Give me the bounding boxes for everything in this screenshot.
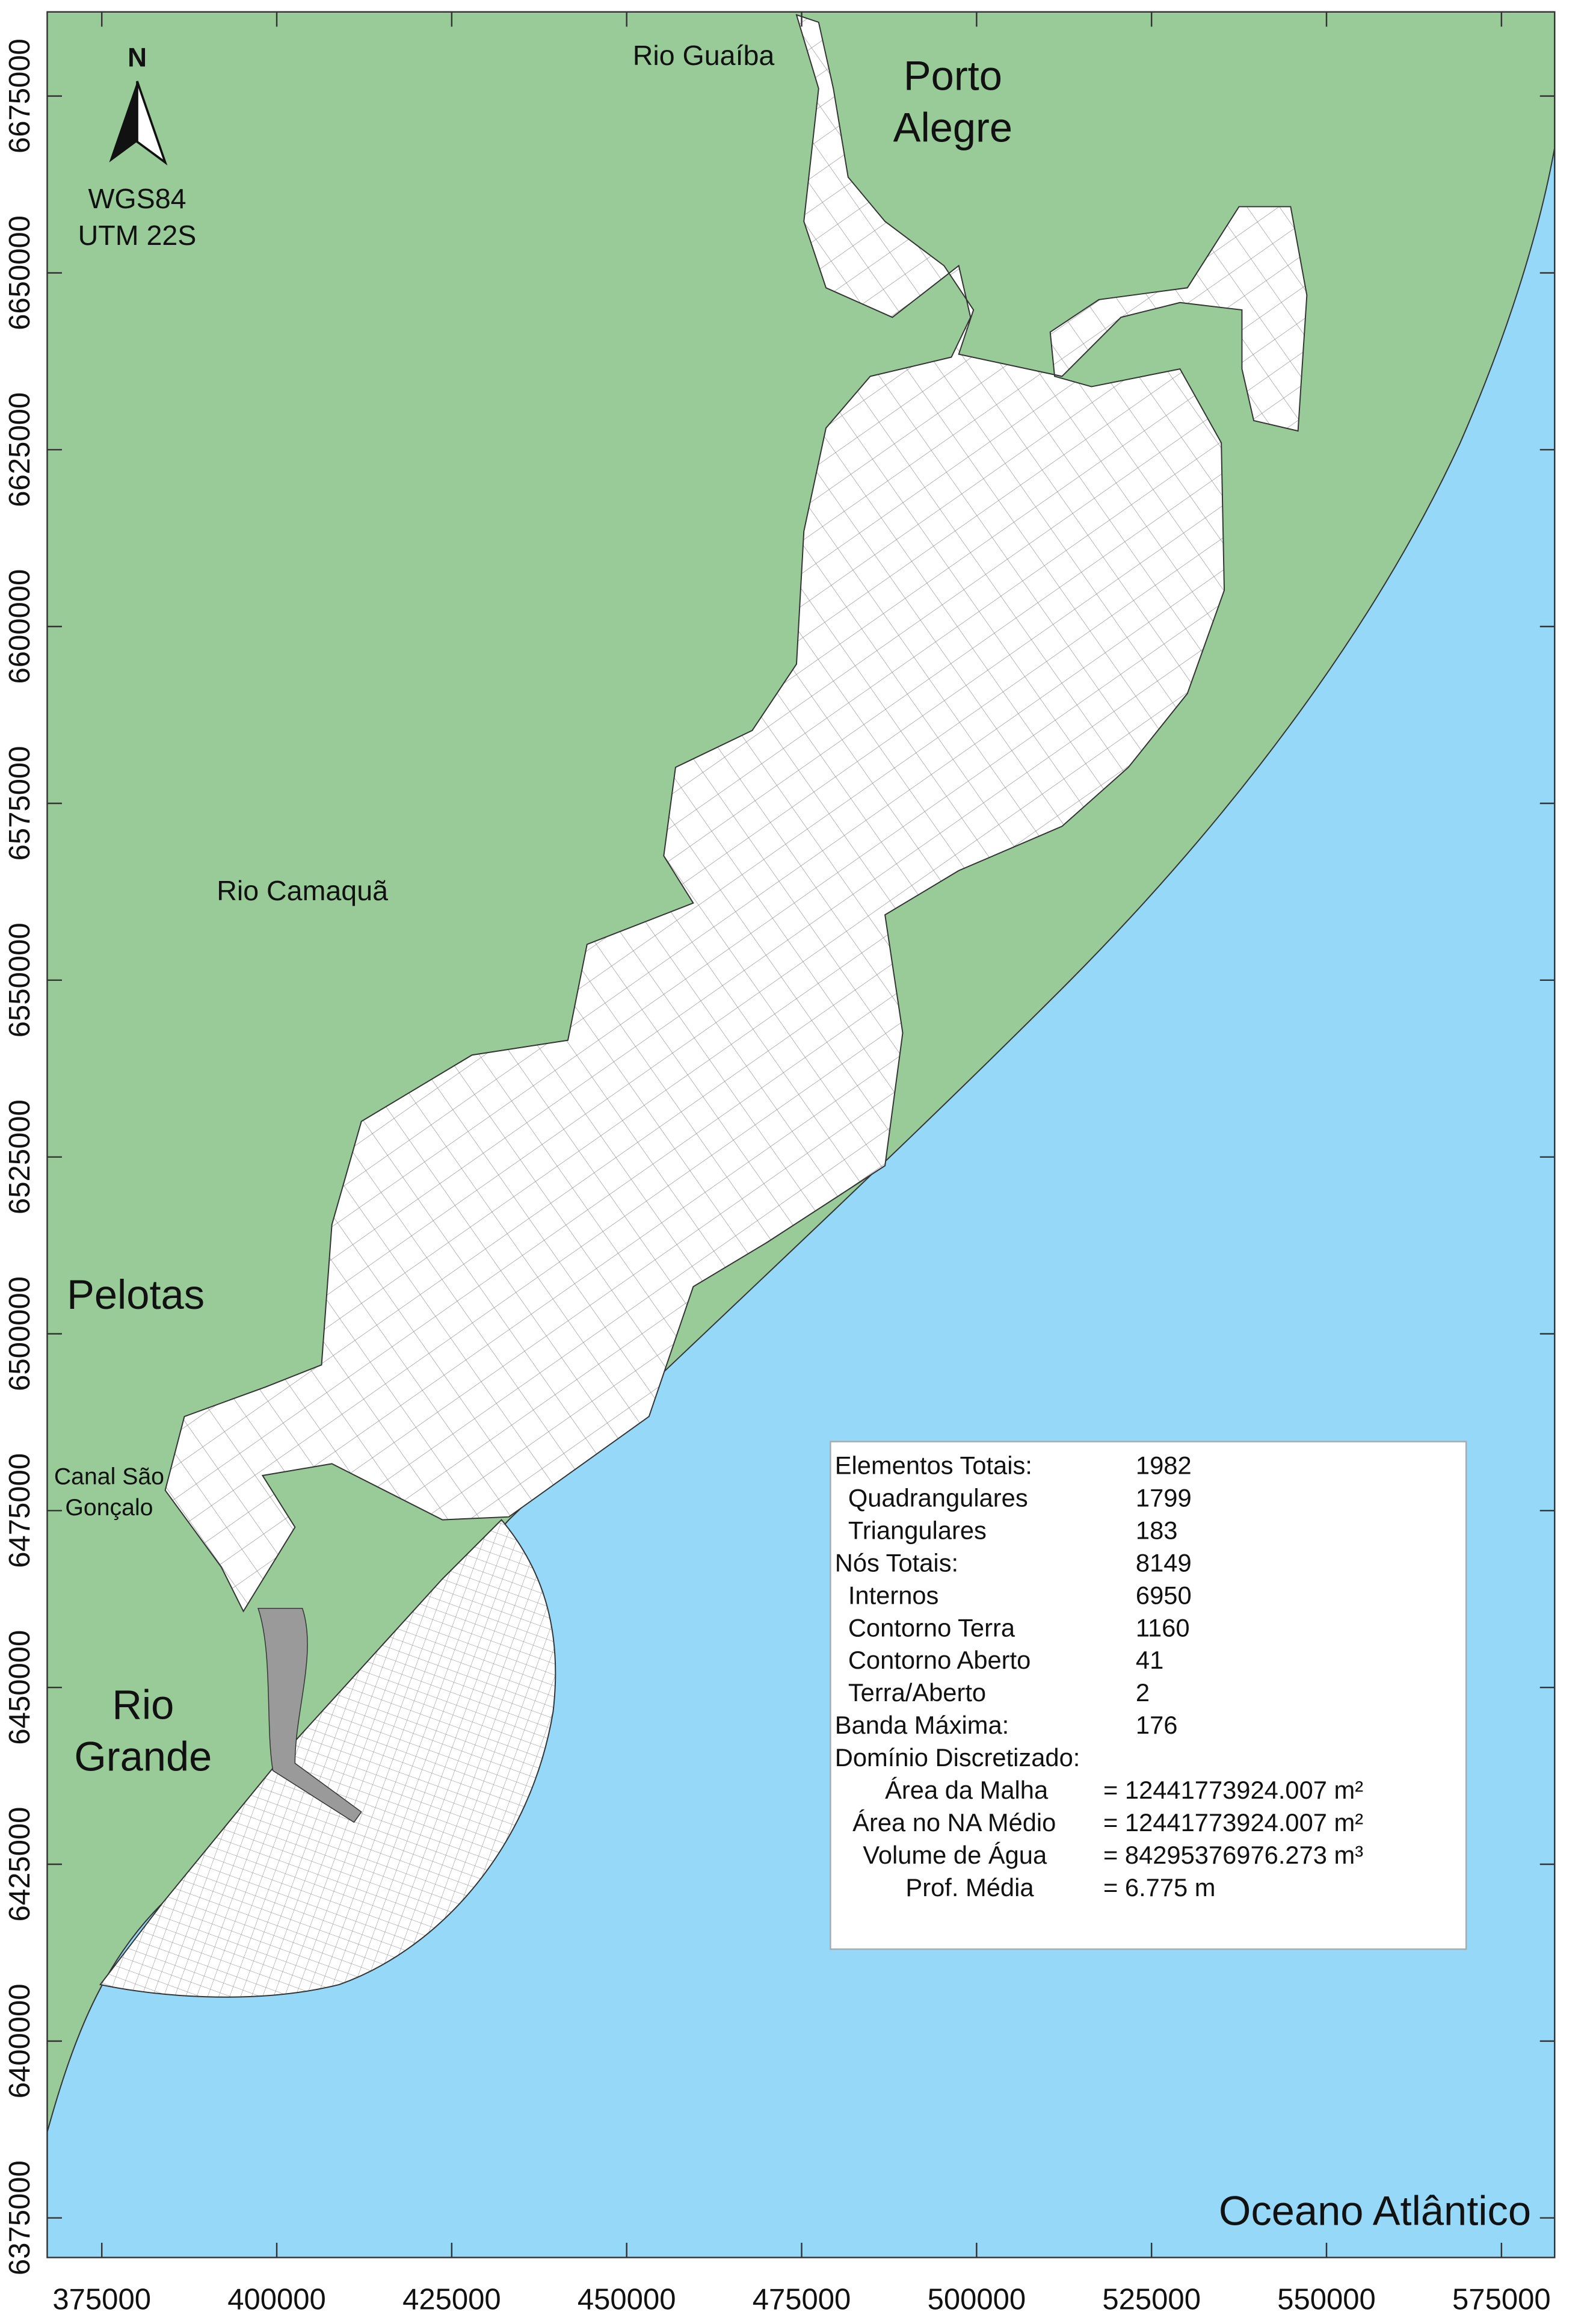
y-tick-label: 6425000 [4,1807,36,1922]
y-tick-label: 6675000 [4,39,36,153]
row-label: Triangulares [848,1516,987,1544]
row-label: Contorno Aberto [848,1646,1031,1674]
row-value: = 84295376976.273 m³ [1103,1841,1363,1869]
row-value: = 12441773924.007 m² [1103,1808,1363,1837]
y-tick-label: 6650000 [4,215,36,330]
row-label: Terra/Aberto [848,1678,986,1707]
row-label: Nós Totais: [835,1548,958,1577]
north-label: N [128,43,147,73]
row-label: Quadrangulares [848,1484,1028,1512]
place-label: Canal São [54,1463,164,1490]
projection: UTM 22S [78,220,197,251]
row-value: 1982 [1136,1451,1192,1480]
datum: WGS84 [88,183,186,214]
x-tick-label: 525000 [1102,2283,1201,2316]
arrow-right [136,81,168,165]
y-tick-label: 6525000 [4,1099,36,1214]
row-value: 176 [1136,1711,1178,1739]
mesh-info: Elementos Totais: 1982 Quadrangulares 1799 T… [835,1451,1363,1902]
row-label: Internos [848,1581,939,1609]
row-label: Área da Malha [885,1776,1049,1804]
row-value: = 6.775 m [1103,1873,1215,1902]
y-tick-label: 6600000 [4,569,36,684]
y-tick-label: 6375000 [4,2160,36,2275]
y-tick-label: 6475000 [4,1453,36,1568]
y-tick-label: 6500000 [4,1276,36,1391]
north-arrow: N WGS84 UTM 22S [78,43,197,252]
place-label: Grande [74,1733,212,1779]
y-tick-label: 6550000 [4,922,36,1037]
channel [257,1607,362,1823]
place-label: Rio Camaquã [217,875,388,906]
place-label: Gonçalo [65,1494,153,1521]
row-value: 1160 [1136,1613,1190,1642]
row-label: Volume de Água [863,1841,1047,1869]
x-tick-label: 575000 [1452,2283,1551,2316]
place-label: Porto [904,53,1002,99]
place-label: Rio [112,1682,174,1728]
row-label: Banda Máxima: [835,1711,1009,1739]
row-value: = 12441773924.007 m² [1103,1776,1363,1804]
x-tick-label: 475000 [753,2283,851,2316]
row-label: Prof. Média [905,1873,1034,1902]
row-label: Contorno Terra [848,1613,1015,1642]
x-tick-label: 375000 [52,2283,151,2316]
y-tick-label: 6625000 [4,392,36,507]
row-label: Domínio Discretizado: [835,1743,1080,1772]
x-tick-label: 550000 [1277,2283,1376,2316]
x-tick-label: 500000 [928,2283,1026,2316]
row-value: 6950 [1136,1581,1192,1609]
y-tick-label: 6400000 [4,1983,36,2098]
mesh-info-box [830,1441,1467,1950]
row-value: 41 [1136,1646,1163,1674]
place-label: Rio Guaíba [633,40,775,71]
ocean-label: Oceano Atlântico [1219,2188,1531,2234]
y-tick-label: 6575000 [4,746,36,861]
row-value: 2 [1136,1678,1150,1707]
row-value: 1799 [1136,1484,1192,1512]
x-tick-label: 450000 [578,2283,676,2316]
coastal-mesh [99,1519,556,1998]
y-tick-label: 6450000 [4,1630,36,1745]
place-label: Pelotas [67,1272,205,1318]
row-label: Elementos Totais: [835,1451,1032,1480]
place-label: Alegre [893,105,1012,151]
row-label: Área no NA Médio [852,1808,1056,1837]
axes: 375000 400000 425000 450000 475000 500000 5250… [4,11,1555,2316]
row-value: 8149 [1136,1548,1192,1577]
x-tick-label: 425000 [402,2283,501,2316]
x-tick-label: 400000 [227,2283,326,2316]
lagoon [164,14,1308,1613]
row-value: 183 [1136,1516,1178,1544]
